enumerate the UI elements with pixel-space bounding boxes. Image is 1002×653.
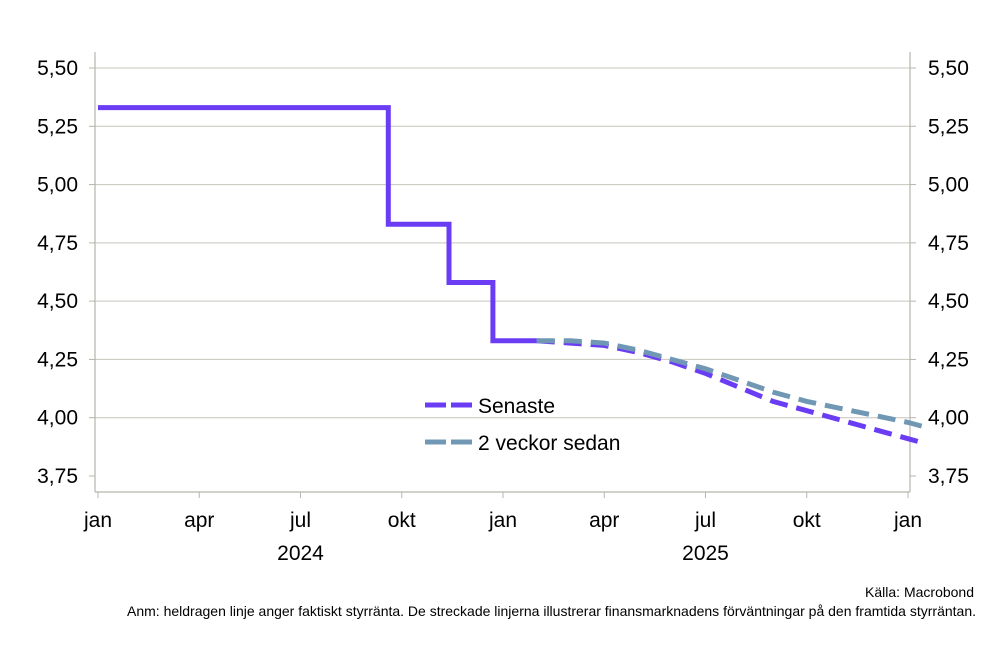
y-tick-label-left: 4,50 [37, 290, 78, 313]
y-tick-label-right: 5,50 [928, 57, 969, 80]
year-label: 2024 [277, 542, 324, 565]
x-tick-label: apr [589, 509, 619, 532]
x-tick-label: jan [893, 509, 922, 532]
x-tick-label: apr [184, 509, 214, 532]
y-tick-label-left: 4,25 [37, 348, 78, 371]
y-axis-left: 5,50 5,25 5,00 4,75 4,50 4,25 4,00 3,75 [37, 57, 95, 488]
source-note: Källa: Macrobond [865, 584, 974, 600]
y-tick-label-right: 4,75 [928, 232, 969, 255]
y-tick-label-left: 5,50 [37, 57, 78, 80]
grid [95, 67, 910, 419]
x-tick-label: okt [388, 509, 416, 532]
y-tick-label-left: 3,75 [37, 465, 78, 488]
series-lines [98, 105, 926, 446]
x-axis: jan apr jul okt jan apr jul okt jan 2024 2025 [83, 492, 922, 565]
series-line-senaste [536, 338, 926, 446]
x-tick-label: okt [793, 509, 821, 532]
y-tick-label-right: 5,00 [928, 174, 969, 197]
y-tick-label-left: 4,75 [37, 232, 78, 255]
y-tick-label-left: 5,00 [37, 174, 78, 197]
legend-label: Senaste [478, 395, 555, 418]
x-tick-label: jan [488, 509, 517, 532]
axes [94, 52, 911, 493]
legend: Senaste 2 veckor sedan [425, 395, 620, 455]
series-line-senaste [98, 105, 537, 344]
y-tick-label-left: 4,00 [37, 407, 78, 430]
x-tick-label: jul [289, 509, 311, 532]
y-tick-label-right: 4,50 [928, 290, 969, 313]
y-tick-label-right: 4,25 [928, 348, 969, 371]
y-tick-label-right: 5,25 [928, 115, 969, 138]
y-tick-label-right: 4,00 [928, 407, 969, 430]
chart: 5,50 5,25 5,00 4,75 4,50 4,25 4,00 3,75 5,50 5,2… [37, 52, 969, 565]
y-tick-label-right: 3,75 [928, 465, 969, 488]
legend-label: 2 veckor sedan [478, 432, 620, 455]
y-tick-label-left: 5,25 [37, 115, 78, 138]
year-label: 2025 [682, 542, 729, 565]
series-line-2-veckor-sedan [536, 338, 926, 430]
annotation-note: Anm: heldragen linje anger faktiskt styr… [127, 603, 976, 619]
y-axis-right: 5,50 5,25 5,00 4,75 4,50 4,25 4,00 3,75 [910, 57, 969, 488]
x-tick-label: jul [694, 509, 716, 532]
x-tick-label: jan [83, 509, 112, 532]
